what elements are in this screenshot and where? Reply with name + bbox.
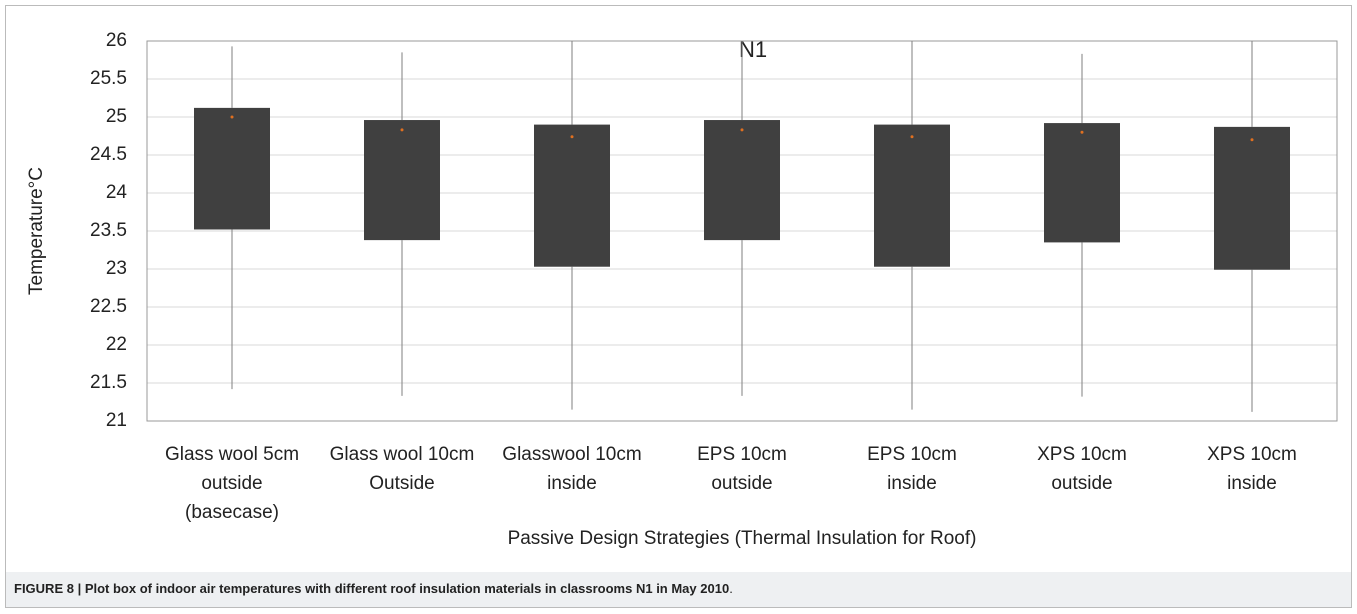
- y-tick-label: 23.5: [90, 220, 127, 241]
- box: [1214, 126, 1290, 270]
- y-tick-label: 24: [106, 182, 128, 203]
- x-tick-label: inside: [1227, 473, 1277, 494]
- box: [194, 107, 270, 230]
- y-tick-label: 25.5: [90, 68, 127, 89]
- x-axis-title: Passive Design Strategies (Thermal Insul…: [508, 528, 977, 549]
- y-tick-label: 21: [106, 410, 127, 431]
- x-tick-label: Outside: [369, 473, 434, 494]
- box: [1044, 123, 1120, 243]
- y-tick-label: 25: [106, 106, 127, 127]
- y-tick-label: 24.5: [90, 144, 127, 165]
- y-tick-label: 22.5: [90, 296, 127, 317]
- y-axis-title: Temperature°C: [26, 167, 47, 295]
- caption-end: .: [729, 581, 733, 596]
- mean-dot: [570, 135, 574, 139]
- mean-dot: [740, 128, 744, 132]
- x-tick-label: Glasswool 10cm: [502, 444, 641, 465]
- x-tick-label: outside: [711, 473, 772, 494]
- y-tick-label: 21.5: [90, 372, 127, 393]
- x-tick-label: Glass wool 10cm: [330, 444, 475, 465]
- x-tick-label: EPS 10cm: [867, 444, 957, 465]
- mean-dot: [230, 115, 234, 119]
- x-tick-label: EPS 10cm: [697, 444, 787, 465]
- box: [704, 120, 780, 241]
- mean-dot: [400, 128, 404, 132]
- caption: FIGURE 8 | Plot box of indoor air temper…: [14, 581, 733, 596]
- box: [364, 120, 440, 241]
- x-tick-label: inside: [547, 473, 597, 494]
- x-tick-label: (basecase): [185, 502, 279, 523]
- x-tick-label: XPS 10cm: [1207, 444, 1297, 465]
- y-tick-label: 23: [106, 258, 127, 279]
- x-tick-label: Glass wool 5cm: [165, 444, 299, 465]
- y-tick-label: 22: [106, 334, 127, 355]
- caption-text: FIGURE 8 | Plot box of indoor air temper…: [14, 581, 729, 596]
- x-tick-label: outside: [201, 473, 262, 494]
- mean-dot: [1250, 138, 1254, 142]
- caption-band: [6, 572, 1351, 607]
- mean-dot: [910, 135, 914, 139]
- box: [534, 124, 610, 267]
- box: [874, 124, 950, 267]
- y-tick-label: 26: [106, 30, 127, 51]
- x-tick-label: outside: [1051, 473, 1112, 494]
- mean-dot: [1080, 130, 1084, 134]
- x-tick-label: XPS 10cm: [1037, 444, 1127, 465]
- x-tick-label: inside: [887, 473, 937, 494]
